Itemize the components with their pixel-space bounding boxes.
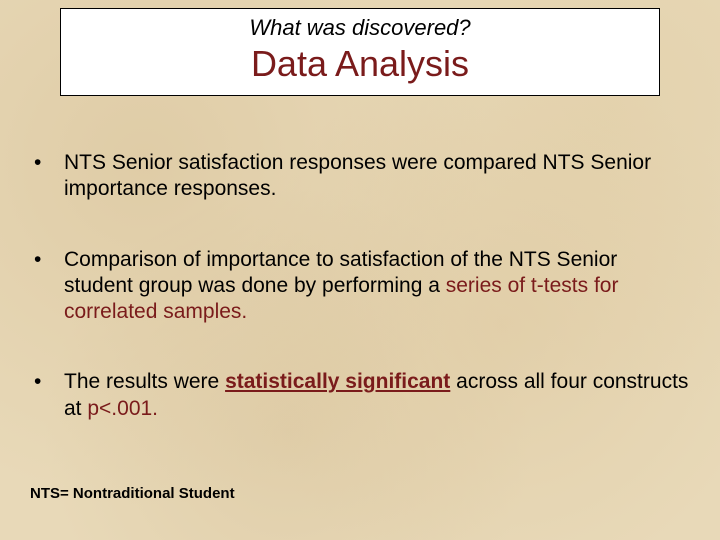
- slide-subtitle: What was discovered?: [71, 15, 649, 41]
- bullet-text: The results were statistically significa…: [64, 369, 690, 422]
- bullet-item: • NTS Senior satisfaction responses were…: [30, 150, 690, 203]
- bullet-text-accent: p<.001.: [87, 397, 158, 420]
- slide-title: Data Analysis: [71, 43, 649, 85]
- bullet-text-pre: The results were: [64, 370, 225, 393]
- content-area: • NTS Senior satisfaction responses were…: [30, 150, 690, 466]
- footnote: NTS= Nontraditional Student: [30, 485, 235, 502]
- title-box: What was discovered? Data Analysis: [60, 8, 660, 96]
- bullet-text-pre: NTS Senior satisfaction responses were c…: [64, 151, 651, 200]
- bullet-dot-icon: •: [30, 150, 64, 203]
- bullet-item: • Comparison of importance to satisfacti…: [30, 247, 690, 326]
- bullet-dot-icon: •: [30, 369, 64, 422]
- bullet-text-accent-underline: statistically significant: [225, 370, 450, 393]
- bullet-text: Comparison of importance to satisfaction…: [64, 247, 690, 326]
- bullet-text: NTS Senior satisfaction responses were c…: [64, 150, 690, 203]
- bullet-dot-icon: •: [30, 247, 64, 326]
- bullet-item: • The results were statistically signifi…: [30, 369, 690, 422]
